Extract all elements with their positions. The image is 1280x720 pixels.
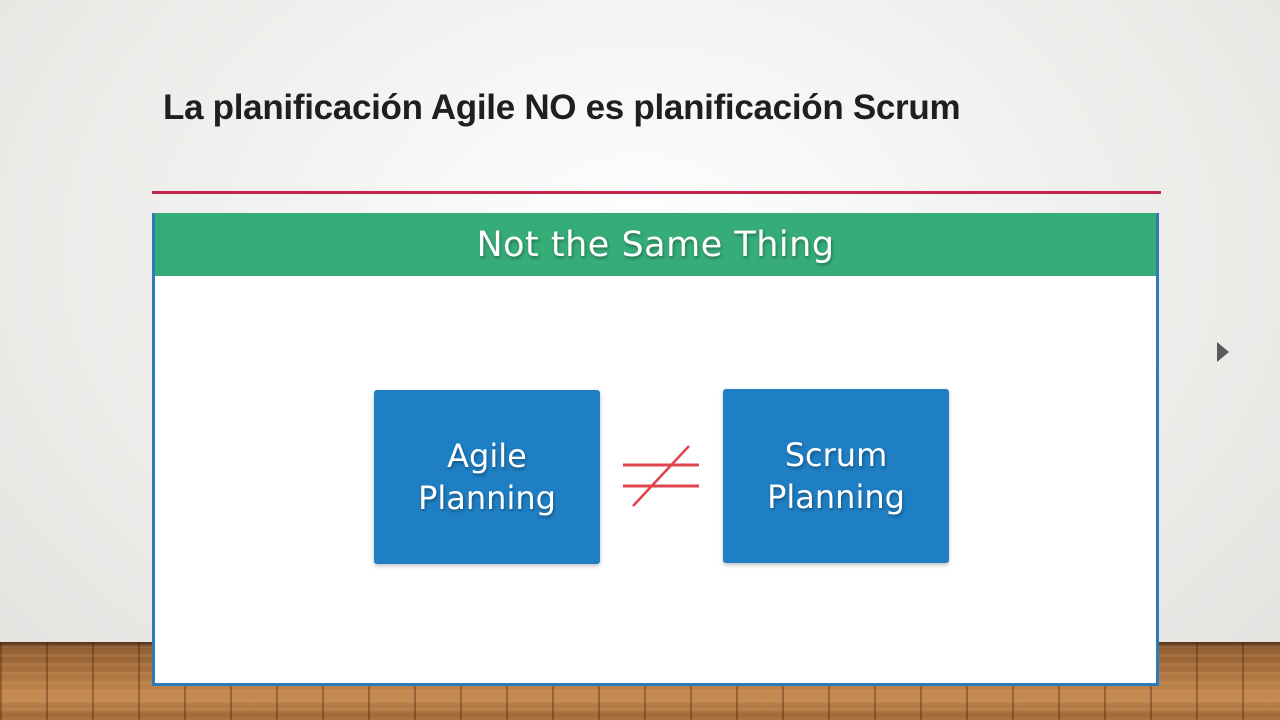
not-equal-icon <box>623 445 699 507</box>
agile-planning-box: Agile Planning <box>374 390 600 564</box>
slide-title: La planificación Agile NO es planificaci… <box>163 88 961 127</box>
scrum-planning-label: Scrum Planning <box>767 436 905 516</box>
triangle-right-icon[interactable] <box>1217 342 1229 362</box>
agile-planning-label: Agile Planning <box>418 437 556 517</box>
title-underline <box>152 191 1161 194</box>
banner-title: Not the Same Thing <box>476 224 835 265</box>
scrum-planning-box: Scrum Planning <box>723 389 949 563</box>
comparison-image: Not the Same Thing Agile Planning Scrum … <box>152 213 1159 686</box>
image-banner: Not the Same Thing <box>155 213 1156 276</box>
